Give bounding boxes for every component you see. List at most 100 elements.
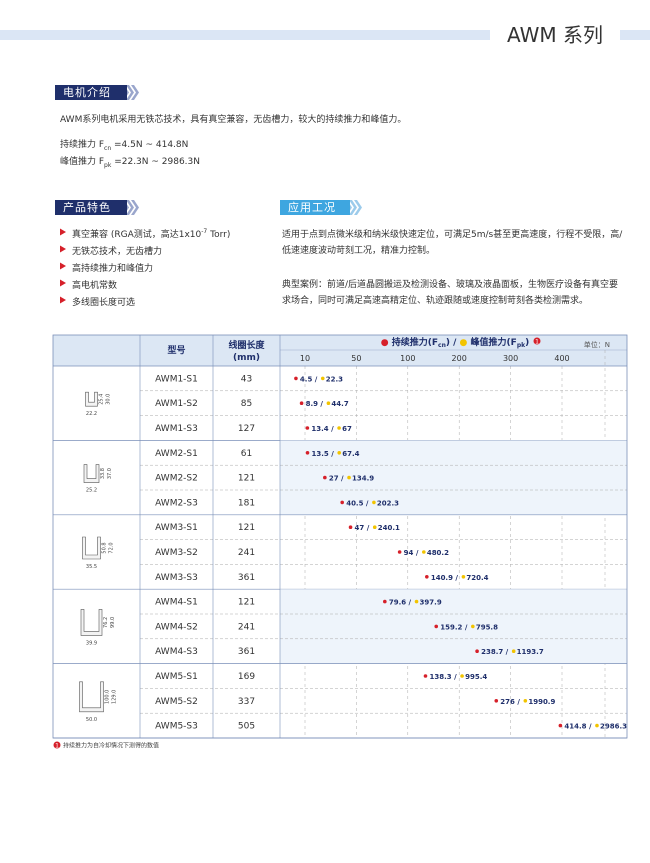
feature-text: 无铁芯技术，无齿槽力 xyxy=(72,247,163,257)
table-header-bg xyxy=(53,335,627,366)
note-marker-text: 1 xyxy=(55,743,59,750)
coil-length: 121 xyxy=(238,523,255,533)
peak-dot xyxy=(414,599,419,604)
continuous-value: 138.3 xyxy=(429,673,451,681)
force-text: 79.6 / 397.9 xyxy=(389,599,442,607)
force-text: 238.7 / 1193.7 xyxy=(481,648,544,656)
continuous-value: 238.7 xyxy=(481,648,503,656)
peak-dot xyxy=(337,451,342,455)
feature: 高电机常数 xyxy=(72,278,117,291)
force-range: 持续推力 Fcn =4.5N ~ 414.8N xyxy=(60,137,188,152)
continuous-dot xyxy=(348,525,353,529)
separator: / xyxy=(503,648,510,656)
legend-label: 持续推力(F xyxy=(392,336,438,348)
continuous-value: 8.9 xyxy=(306,400,319,408)
continuous-dot xyxy=(340,500,344,505)
profile xyxy=(82,536,101,560)
separator: / xyxy=(413,549,420,557)
peak-dot xyxy=(422,550,426,554)
model: AWM4-S1 xyxy=(155,598,198,608)
peak-dot xyxy=(337,426,341,430)
peak-value: 720.4 xyxy=(466,574,488,582)
features-heading: 产品特色 xyxy=(55,200,127,215)
applications-heading: 应用工况 xyxy=(280,200,350,215)
peak-dot xyxy=(523,699,528,703)
force-label: 4.5 / 22.3 xyxy=(294,375,343,383)
force-label: 140.9 / 720.4 xyxy=(425,574,489,582)
continuous-value: 13.4 xyxy=(311,425,328,433)
label: 峰值推力 F xyxy=(60,157,105,167)
feature-text: 多线圈长度可选 xyxy=(72,298,136,308)
separator: / xyxy=(318,400,325,408)
force-text: 140.9 / 720.4 xyxy=(431,574,489,582)
legend-sub: cn xyxy=(438,342,446,349)
continuous-value: 40.5 xyxy=(346,499,363,507)
peak-value: 1193.7 xyxy=(517,648,544,656)
continuous-dot xyxy=(434,624,439,629)
profile xyxy=(83,464,100,483)
peak-dot xyxy=(511,649,516,653)
application-text: 适用于点到点微米级和纳米级快速定位，可满足5m/s甚至更高速度，行程不受限，高/… xyxy=(282,230,623,256)
dim: 22.2 xyxy=(86,411,97,417)
peak-value: 2986.3 xyxy=(600,723,627,731)
force-label: 8.9 / 44.7 xyxy=(299,400,349,408)
dim: 72.0 xyxy=(109,542,115,553)
dim: 76.2 xyxy=(103,617,109,628)
peak-value: 134.9 xyxy=(352,475,374,483)
separator: / xyxy=(406,599,413,607)
superscript: -7 xyxy=(201,228,208,235)
coil-length: 181 xyxy=(238,498,255,508)
peak-dot xyxy=(326,401,331,406)
force-label: 79.6 / 397.9 xyxy=(383,599,442,607)
separator: / xyxy=(329,425,336,433)
coil-length: 43 xyxy=(241,374,252,384)
separator: / xyxy=(462,623,469,631)
chevron xyxy=(131,200,139,215)
force-text: 414.8 / 2986.3 xyxy=(564,723,627,731)
tick-label: 10 xyxy=(300,354,310,363)
legend-sep: / xyxy=(450,338,460,348)
subscript: cn xyxy=(104,144,112,152)
continuous-value: 140.9 xyxy=(431,574,453,582)
coil-length: 505 xyxy=(238,722,255,732)
peak-value: 202.3 xyxy=(377,499,399,507)
profile xyxy=(79,681,104,713)
group-bg xyxy=(280,589,627,664)
feature: 无铁芯技术，无齿槽力 xyxy=(72,244,162,257)
dim: 50.8 xyxy=(102,542,108,553)
continuous-value: 159.2 xyxy=(440,623,462,631)
model: AWM2-S1 xyxy=(155,449,198,459)
bullet xyxy=(60,296,66,304)
model: AWM5-S2 xyxy=(155,697,198,707)
model: AWM4-S2 xyxy=(155,622,198,632)
force-text: 13.5 / 67.4 xyxy=(311,450,359,458)
chevron xyxy=(354,200,362,215)
tick-label: 50 xyxy=(351,354,361,363)
legend-label: ) xyxy=(525,338,529,348)
peak-dot xyxy=(372,500,376,505)
bullet xyxy=(60,245,66,253)
separator: / xyxy=(363,499,370,507)
continuous-dot xyxy=(323,475,327,480)
dim: 25.2 xyxy=(86,488,97,494)
note-marker-text: 1 xyxy=(535,339,539,346)
feature: 高持续推力和峰值力 xyxy=(72,261,153,274)
feature: 真空兼容 (RGA测试，高达1x10-7 Torr) xyxy=(72,227,230,240)
peak-value: 240.1 xyxy=(378,524,400,532)
force-label: 159.2 / 795.8 xyxy=(434,623,498,631)
separator: / xyxy=(329,450,336,458)
legend-label: ) xyxy=(446,338,450,348)
feature-text: 高电机常数 xyxy=(72,281,118,291)
dim: 25.4 xyxy=(99,394,105,405)
peak-value: 795.8 xyxy=(476,623,498,631)
coil-length: 121 xyxy=(238,598,255,608)
force-text: 27 / 134.9 xyxy=(329,475,374,483)
dim: 33.8 xyxy=(100,468,106,479)
feature-text: Torr) xyxy=(207,230,231,240)
header-bar xyxy=(0,30,490,40)
tick-label: 400 xyxy=(554,354,569,363)
peak-value: 67.4 xyxy=(342,450,359,458)
continuous-dot xyxy=(383,599,387,604)
